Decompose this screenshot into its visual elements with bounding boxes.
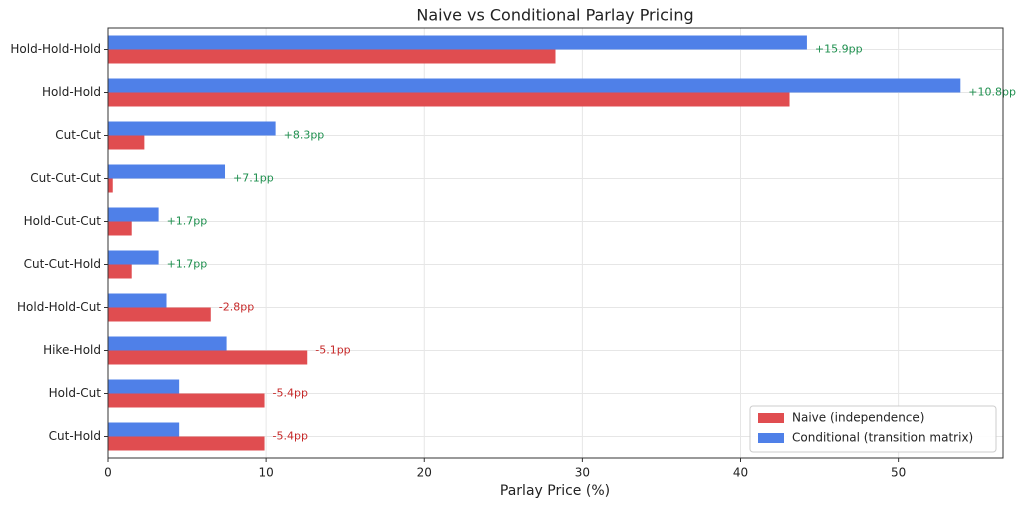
- bar: [108, 78, 961, 93]
- bar: [108, 35, 807, 50]
- annotation: +1.7pp: [167, 258, 208, 271]
- legend-label: Naive (independence): [792, 411, 924, 425]
- y-tick-label: Hold-Hold: [42, 85, 101, 99]
- bar: [108, 436, 265, 451]
- y-tick-label: Hold-Cut: [49, 386, 102, 400]
- y-tick-label: Hold-Cut-Cut: [24, 214, 102, 228]
- bar: [108, 422, 180, 437]
- bar: [108, 350, 308, 365]
- y-tick-label: Hold-Hold-Hold: [10, 42, 101, 56]
- bar: [108, 250, 159, 265]
- annotation: +15.9pp: [815, 43, 863, 56]
- annotation: +10.8pp: [968, 86, 1016, 99]
- bar: [108, 336, 227, 351]
- legend-swatch: [758, 433, 784, 443]
- chart-title: Naive vs Conditional Parlay Pricing: [416, 6, 693, 25]
- bar: [108, 135, 145, 150]
- legend-label: Conditional (transition matrix): [792, 431, 973, 445]
- bar: [108, 393, 265, 408]
- bar: [108, 121, 276, 136]
- annotation: -5.1pp: [315, 344, 350, 357]
- annotation: -5.4pp: [273, 430, 308, 443]
- y-tick-label: Hold-Hold-Cut: [17, 300, 101, 314]
- bar: [108, 49, 556, 64]
- bar: [108, 207, 159, 222]
- plot-frame: [107, 27, 1004, 459]
- x-tick-label: 10: [258, 466, 273, 480]
- x-tick-label: 20: [417, 466, 432, 480]
- bar: [108, 307, 211, 322]
- bar: [108, 221, 132, 236]
- x-tick-label: 0: [104, 466, 112, 480]
- annotation: +7.1pp: [233, 172, 274, 185]
- bar: [108, 178, 113, 193]
- annotation: +1.7pp: [167, 215, 208, 228]
- bar: [108, 293, 167, 308]
- x-tick-label: 40: [733, 466, 748, 480]
- y-tick-label: Cut-Cut-Cut: [30, 171, 101, 185]
- bar: [108, 264, 132, 279]
- annotation: +8.3pp: [284, 129, 325, 142]
- annotation: -2.8pp: [219, 301, 254, 314]
- y-tick-label: Hike-Hold: [43, 343, 101, 357]
- annotation: -5.4pp: [273, 387, 308, 400]
- y-tick-label: Cut-Cut-Hold: [24, 257, 101, 271]
- x-tick-label: 50: [891, 466, 906, 480]
- x-axis-label: Parlay Price (%): [500, 483, 610, 499]
- legend-box: [749, 405, 997, 453]
- y-tick-label: Cut-Hold: [49, 429, 101, 443]
- y-tick-label: Cut-Cut: [55, 128, 101, 142]
- bar: [108, 379, 180, 394]
- legend-swatch: [758, 413, 784, 423]
- bar: [108, 92, 790, 107]
- bar: [108, 164, 226, 179]
- x-tick-label: 30: [575, 466, 590, 480]
